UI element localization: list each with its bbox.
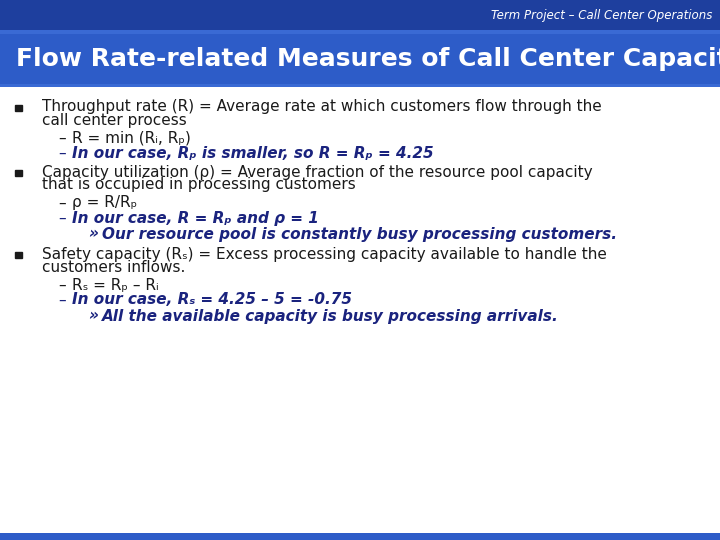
Text: 13: 13: [690, 96, 708, 109]
Bar: [15, 252, 22, 258]
Text: In our case, R = Rₚ and ρ = 1: In our case, R = Rₚ and ρ = 1: [72, 211, 319, 226]
Text: ρ = R/Rₚ: ρ = R/Rₚ: [72, 195, 138, 211]
Text: Capacity utilization (ρ) = Average fraction of the resource pool capacity: Capacity utilization (ρ) = Average fract…: [42, 165, 593, 179]
Text: –: –: [58, 278, 66, 293]
Text: All the available capacity is busy processing arrivals.: All the available capacity is busy proce…: [102, 308, 559, 323]
Polygon shape: [0, 0, 720, 30]
Text: Term Project – Call Center Operations: Term Project – Call Center Operations: [490, 9, 712, 22]
Text: In our case, Rₛ = 4.25 – 5 = -0.75: In our case, Rₛ = 4.25 – 5 = -0.75: [72, 293, 352, 307]
Text: »: »: [88, 308, 98, 323]
Text: Our resource pool is constantly busy processing customers.: Our resource pool is constantly busy pro…: [102, 226, 617, 241]
Bar: [15, 105, 22, 111]
Text: call center process: call center process: [42, 112, 186, 127]
Text: –: –: [58, 131, 66, 145]
Text: In our case, Rₚ is smaller, so R = Rₚ = 4.25: In our case, Rₚ is smaller, so R = Rₚ = …: [72, 145, 433, 160]
Polygon shape: [0, 533, 720, 540]
Text: »: »: [88, 226, 98, 241]
Text: Rₛ = Rₚ – Rᵢ: Rₛ = Rₚ – Rᵢ: [72, 278, 158, 293]
Text: Flow Rate-related Measures of Call Center Capacity: Flow Rate-related Measures of Call Cente…: [16, 47, 720, 71]
Text: customers inflows.: customers inflows.: [42, 260, 185, 274]
Text: that is occupied in processing customers: that is occupied in processing customers: [42, 178, 356, 192]
Text: –: –: [58, 145, 66, 160]
Polygon shape: [0, 84, 720, 87]
Bar: [15, 170, 22, 176]
Text: –: –: [58, 293, 66, 307]
Text: Throughput rate (R) = Average rate at which customers flow through the: Throughput rate (R) = Average rate at wh…: [42, 99, 602, 114]
Text: R = min (Rᵢ, Rₚ): R = min (Rᵢ, Rₚ): [72, 131, 191, 145]
Polygon shape: [0, 30, 720, 34]
Text: –: –: [58, 195, 66, 211]
Text: –: –: [58, 211, 66, 226]
Polygon shape: [0, 30, 720, 85]
Text: Safety capacity (Rₛ) = Excess processing capacity available to handle the: Safety capacity (Rₛ) = Excess processing…: [42, 246, 607, 261]
